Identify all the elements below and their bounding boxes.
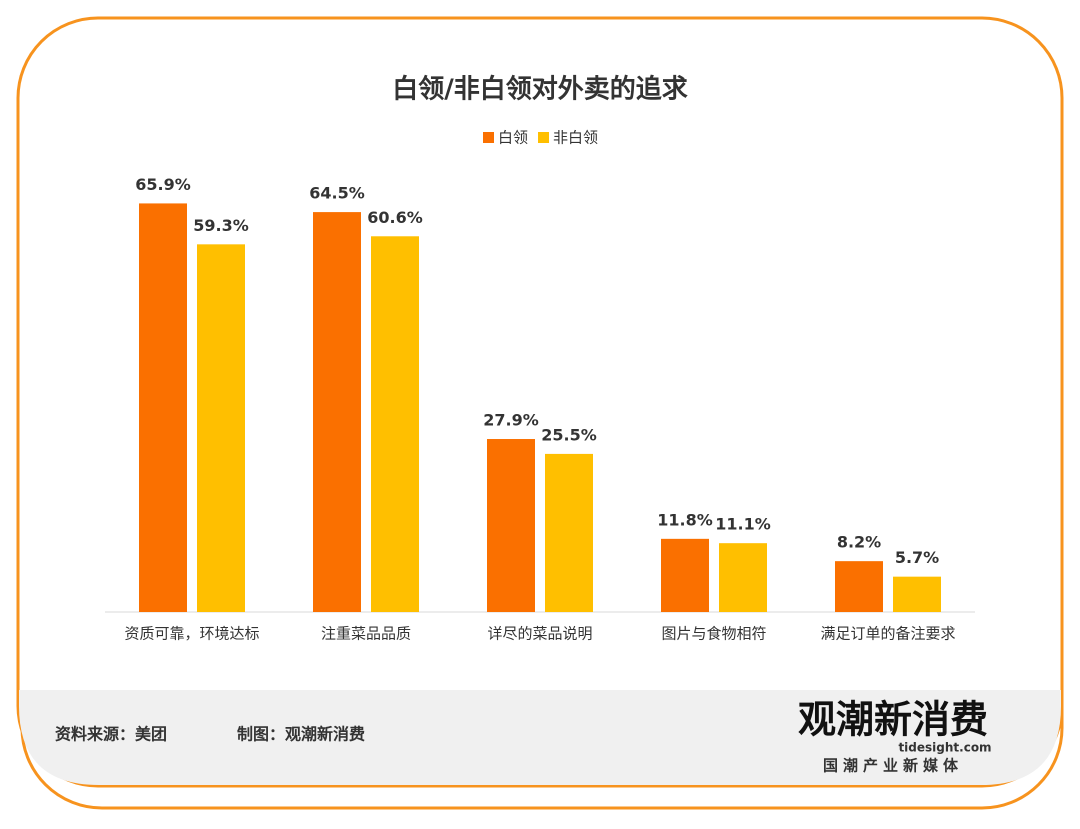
bar: [139, 203, 187, 613]
legend-swatch: [483, 132, 494, 143]
value-label: 65.9%: [135, 175, 191, 194]
bar: [313, 212, 361, 612]
frame: [16, 16, 1064, 788]
logo-site: tidesight.com: [898, 741, 991, 755]
x-tick-label: 满足订单的备注要求: [820, 625, 955, 643]
logo-slogan: 国潮产业新媒体: [823, 757, 963, 775]
bar: [545, 453, 593, 612]
value-label: 27.9%: [483, 411, 539, 430]
footer-band: [19, 690, 1061, 785]
credit: 制图：观潮新消费: [237, 725, 365, 744]
bar: [371, 236, 419, 612]
legend-swatch: [538, 132, 550, 143]
bar: [661, 538, 709, 612]
value-label: 5.7%: [895, 548, 939, 567]
value-label: 25.5%: [541, 425, 597, 444]
source: 资料来源：美团: [55, 725, 167, 744]
bar: [719, 543, 767, 612]
value-label: 8.2%: [837, 533, 881, 552]
bar: [835, 561, 883, 612]
chart-title: 白领/非白领对外卖的追求: [392, 74, 688, 105]
value-label: 60.6%: [367, 208, 423, 227]
x-tick-label: 图片与食物相符: [661, 625, 766, 643]
x-tick-label: 详尽的菜品说明: [487, 625, 592, 643]
value-label: 59.3%: [193, 216, 249, 235]
value-label: 11.1%: [715, 515, 771, 534]
bar: [197, 244, 245, 612]
x-tick-label: 资质可靠，环境达标: [124, 625, 259, 643]
logo-name: 观潮新消费: [798, 698, 988, 742]
bar: [487, 439, 535, 612]
legend-label: 非白领: [553, 129, 598, 147]
value-label: 11.8%: [657, 510, 713, 529]
legend-label: 白领: [498, 129, 528, 147]
x-tick-label: 注重菜品品质: [321, 625, 411, 643]
value-label: 64.5%: [309, 184, 365, 203]
bar: [893, 576, 941, 612]
